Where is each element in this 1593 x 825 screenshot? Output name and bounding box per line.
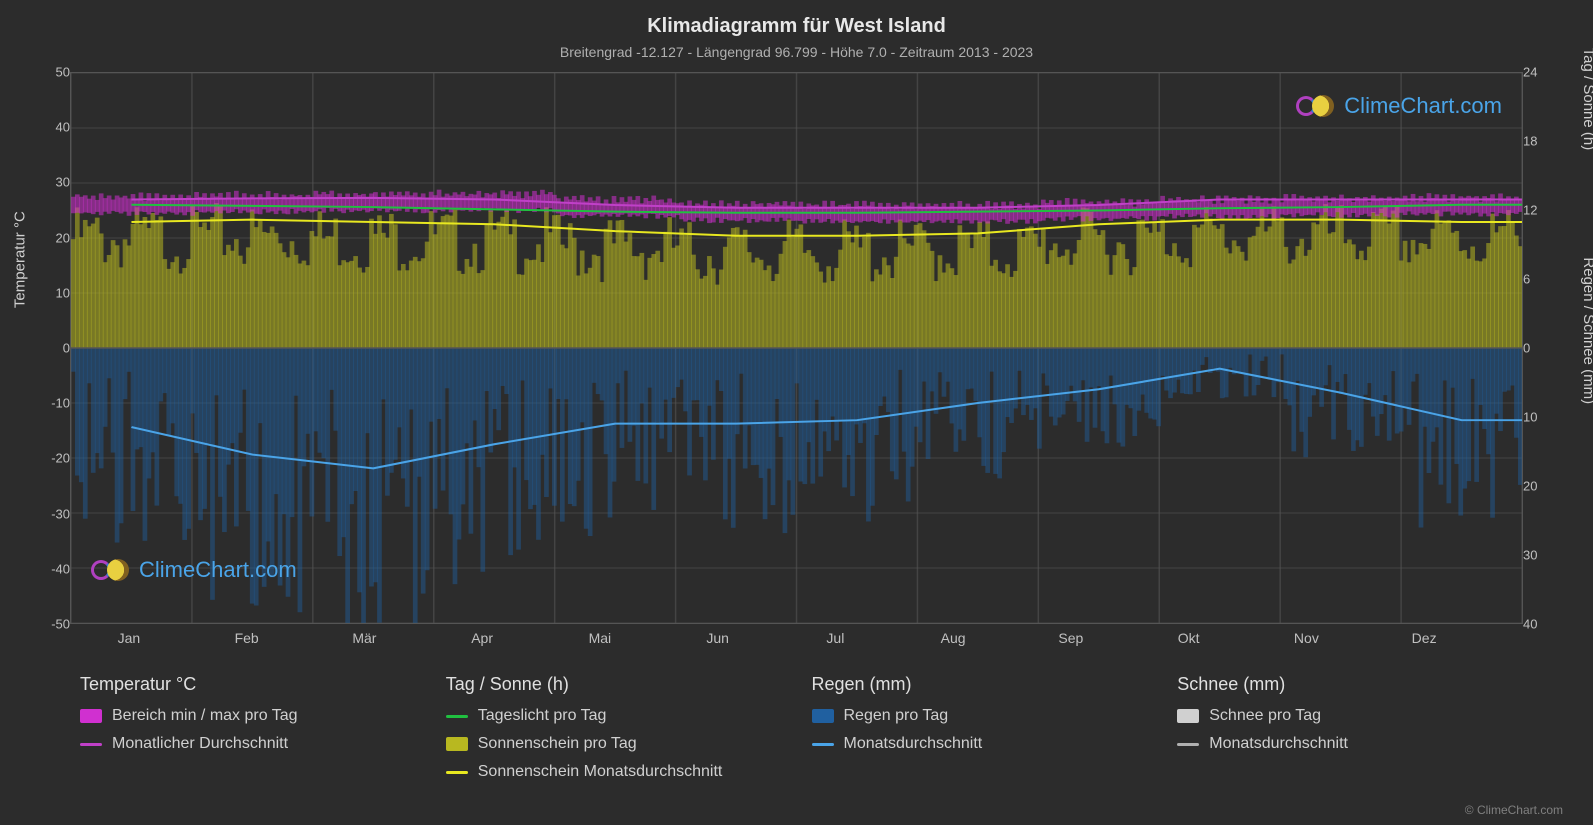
x-tick: Nov bbox=[1248, 630, 1366, 646]
y-left-tick: -30 bbox=[30, 506, 70, 521]
legend-col-temperature: Temperatur °C Bereich min / max pro Tag … bbox=[80, 674, 416, 791]
x-axis: JanFebMärAprMaiJunJulAugSepOktNovDez bbox=[70, 624, 1483, 646]
swatch-icon bbox=[812, 709, 834, 723]
y-right-tick: 30 bbox=[1523, 548, 1563, 563]
chart-title: Klimadiagramm für West Island bbox=[30, 15, 1563, 38]
y-right-tick: 0 bbox=[1523, 341, 1563, 356]
y-left-tick: 50 bbox=[30, 65, 70, 80]
line-swatch-icon bbox=[446, 771, 468, 774]
chart-container: Klimadiagramm für West Island Breitengra… bbox=[0, 0, 1593, 825]
x-tick: Feb bbox=[188, 630, 306, 646]
x-tick: Apr bbox=[423, 630, 541, 646]
y-right-tick: 12 bbox=[1523, 203, 1563, 218]
legend-item-snow-daily: Schnee pro Tag bbox=[1177, 707, 1513, 725]
legend-item-temp-range: Bereich min / max pro Tag bbox=[80, 707, 416, 725]
legend-item-sunshine-avg: Sonnenschein Monatsdurchschnitt bbox=[446, 763, 782, 781]
y-right-tick: 6 bbox=[1523, 272, 1563, 287]
legend-col-rain: Regen (mm) Regen pro Tag Monatsdurchschn… bbox=[812, 674, 1148, 791]
x-tick: Dez bbox=[1365, 630, 1483, 646]
legend-label: Tageslicht pro Tag bbox=[478, 707, 607, 725]
line-swatch-icon bbox=[812, 743, 834, 746]
y-axis-right: 2418126010203040 bbox=[1523, 72, 1563, 624]
y-axis-left: 50403020100-10-20-30-40-50 bbox=[30, 72, 70, 624]
x-tick: Jun bbox=[659, 630, 777, 646]
y-right-tick: 40 bbox=[1523, 617, 1563, 632]
y-left-tick: -10 bbox=[30, 396, 70, 411]
legend-item-rain-daily: Regen pro Tag bbox=[812, 707, 1148, 725]
y-left-tick: 10 bbox=[30, 285, 70, 300]
y-left-tick: -20 bbox=[30, 451, 70, 466]
legend-item-rain-monthly: Monatsdurchschnitt bbox=[812, 735, 1148, 753]
x-tick: Jan bbox=[70, 630, 188, 646]
legend-header: Tag / Sonne (h) bbox=[446, 674, 782, 695]
legend-label: Regen pro Tag bbox=[844, 707, 949, 725]
x-tick: Sep bbox=[1012, 630, 1130, 646]
legend-item-daylight: Tageslicht pro Tag bbox=[446, 707, 782, 725]
y-axis-right-top-label: Tag / Sonne (h) bbox=[1581, 48, 1593, 151]
x-tick: Okt bbox=[1130, 630, 1248, 646]
swatch-icon bbox=[446, 737, 468, 751]
y-right-tick: 18 bbox=[1523, 134, 1563, 149]
x-tick: Jul bbox=[777, 630, 895, 646]
legend-col-snow: Schnee (mm) Schnee pro Tag Monatsdurchsc… bbox=[1177, 674, 1513, 791]
legend-item-sunshine: Sonnenschein pro Tag bbox=[446, 735, 782, 753]
line-swatch-icon bbox=[446, 715, 468, 718]
legend-label: Monatlicher Durchschnitt bbox=[112, 735, 288, 753]
y-left-tick: 30 bbox=[30, 175, 70, 190]
y-left-tick: 20 bbox=[30, 230, 70, 245]
y-left-tick: 40 bbox=[30, 120, 70, 135]
line-swatch-icon bbox=[1177, 743, 1199, 746]
swatch-icon bbox=[80, 709, 102, 723]
legend-label: Sonnenschein pro Tag bbox=[478, 735, 637, 753]
legend-header: Temperatur °C bbox=[80, 674, 416, 695]
x-tick: Mai bbox=[541, 630, 659, 646]
swatch-icon bbox=[1177, 709, 1199, 723]
y-left-tick: -40 bbox=[30, 561, 70, 576]
x-tick: Mär bbox=[306, 630, 424, 646]
legend-label: Schnee pro Tag bbox=[1209, 707, 1321, 725]
y-right-tick: 10 bbox=[1523, 410, 1563, 425]
y-left-tick: 0 bbox=[30, 341, 70, 356]
legend-label: Bereich min / max pro Tag bbox=[112, 707, 298, 725]
legend-item-temp-monthly: Monatlicher Durchschnitt bbox=[80, 735, 416, 753]
copyright-text: © ClimeChart.com bbox=[1465, 803, 1563, 817]
chart-svg bbox=[71, 73, 1522, 623]
y-right-tick: 20 bbox=[1523, 479, 1563, 494]
legend-col-daylight: Tag / Sonne (h) Tageslicht pro Tag Sonne… bbox=[446, 674, 782, 791]
legend-item-snow-monthly: Monatsdurchschnitt bbox=[1177, 735, 1513, 753]
legend-header: Regen (mm) bbox=[812, 674, 1148, 695]
chart-plot-area: ClimeChart.com ClimeChart.com bbox=[70, 72, 1523, 624]
legend: Temperatur °C Bereich min / max pro Tag … bbox=[30, 674, 1563, 791]
x-tick: Aug bbox=[894, 630, 1012, 646]
y-axis-left-label: Temperatur °C bbox=[12, 211, 29, 308]
legend-label: Monatsdurchschnitt bbox=[844, 735, 983, 753]
legend-label: Monatsdurchschnitt bbox=[1209, 735, 1348, 753]
y-axis-right-bot-label: Regen / Schnee (mm) bbox=[1581, 258, 1593, 405]
line-swatch-icon bbox=[80, 743, 102, 746]
y-right-tick: 24 bbox=[1523, 65, 1563, 80]
legend-header: Schnee (mm) bbox=[1177, 674, 1513, 695]
chart-plot-wrapper: Temperatur °C 50403020100-10-20-30-40-50… bbox=[30, 72, 1563, 624]
chart-subtitle: Breitengrad -12.127 - Längengrad 96.799 … bbox=[30, 44, 1563, 60]
y-left-tick: -50 bbox=[30, 617, 70, 632]
legend-label: Sonnenschein Monatsdurchschnitt bbox=[478, 763, 723, 781]
